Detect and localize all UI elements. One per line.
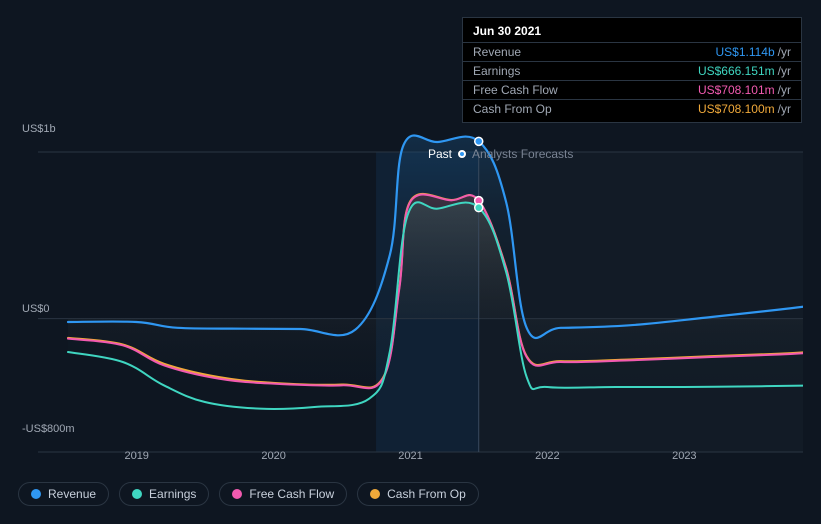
legend-item-fcf[interactable]: Free Cash Flow bbox=[219, 482, 347, 506]
tooltip-row: Free Cash Flow US$708.101m/yr bbox=[463, 81, 801, 100]
chart-tooltip: Jun 30 2021 Revenue US$1.114b/yr Earnings U… bbox=[462, 17, 802, 123]
legend-item-cfo[interactable]: Cash From Op bbox=[357, 482, 479, 506]
legend-dot-icon bbox=[132, 489, 142, 499]
x-tick-label: 2020 bbox=[261, 450, 285, 462]
legend-item-revenue[interactable]: Revenue bbox=[18, 482, 109, 506]
y-tick-label: US$1b bbox=[22, 123, 56, 135]
legend-dot-icon bbox=[370, 489, 380, 499]
tooltip-row-label: Cash From Op bbox=[473, 102, 552, 116]
legend-item-earnings[interactable]: Earnings bbox=[119, 482, 209, 506]
past-forecast-divider-label: Past Analysts Forecasts bbox=[428, 147, 573, 161]
x-tick-label: 2021 bbox=[398, 450, 422, 462]
legend-item-label: Earnings bbox=[149, 487, 196, 501]
legend-item-label: Cash From Op bbox=[387, 487, 466, 501]
tooltip-row-value: US$666.151m/yr bbox=[698, 64, 791, 78]
tooltip-row-value: US$708.101m/yr bbox=[698, 83, 791, 97]
legend-item-label: Revenue bbox=[48, 487, 96, 501]
tooltip-row: Revenue US$1.114b/yr bbox=[463, 43, 801, 62]
legend-dot-icon bbox=[232, 489, 242, 499]
past-label: Past bbox=[428, 147, 452, 161]
x-tick-label: 2023 bbox=[672, 450, 696, 462]
legend-dot-icon bbox=[31, 489, 41, 499]
forecast-label: Analysts Forecasts bbox=[472, 147, 573, 161]
legend-item-label: Free Cash Flow bbox=[249, 487, 334, 501]
y-tick-label: US$0 bbox=[22, 303, 50, 315]
tooltip-row-label: Free Cash Flow bbox=[473, 83, 558, 97]
x-tick-label: 2019 bbox=[124, 450, 148, 462]
tooltip-row-label: Revenue bbox=[473, 45, 521, 59]
x-tick-label: 2022 bbox=[535, 450, 559, 462]
chart-legend: Revenue Earnings Free Cash Flow Cash From O… bbox=[18, 482, 479, 506]
tooltip-row: Cash From Op US$708.100m/yr bbox=[463, 100, 801, 118]
divider-marker-icon bbox=[458, 150, 466, 158]
tooltip-row: Earnings US$666.151m/yr bbox=[463, 62, 801, 81]
tooltip-title: Jun 30 2021 bbox=[463, 22, 801, 43]
tooltip-row-value: US$1.114b/yr bbox=[716, 45, 792, 59]
tooltip-row-label: Earnings bbox=[473, 64, 520, 78]
y-tick-label: -US$800m bbox=[22, 423, 75, 435]
tooltip-row-value: US$708.100m/yr bbox=[698, 102, 791, 116]
